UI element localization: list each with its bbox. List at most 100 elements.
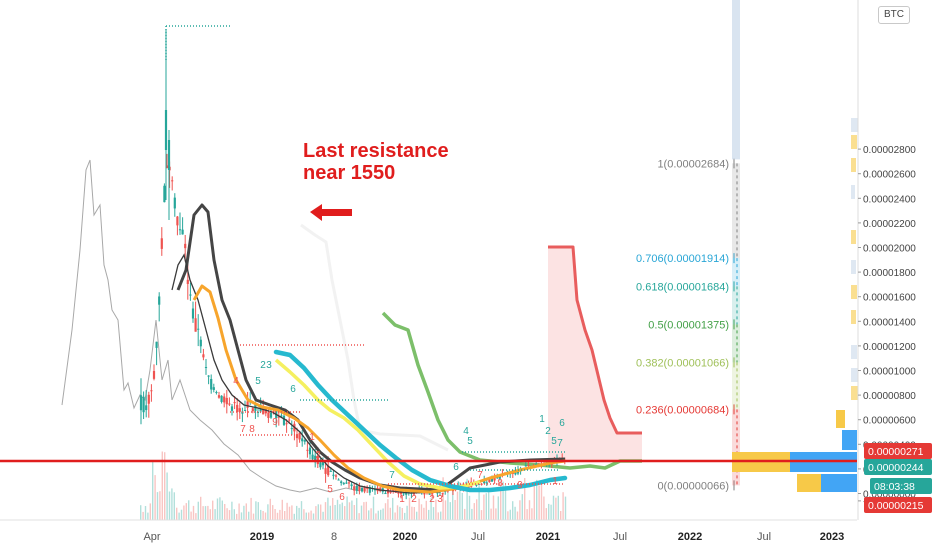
candle-body xyxy=(167,140,171,170)
candle-body xyxy=(308,447,312,455)
volume-bar xyxy=(344,506,346,520)
price-axis-label: 0.00002200 xyxy=(863,219,916,230)
candle-body xyxy=(368,487,371,493)
fib-level-label: 0(0.00000066) xyxy=(657,480,729,492)
price-axis-label: 0.00001600 xyxy=(863,293,916,304)
candle-body xyxy=(173,197,176,209)
volume-bar xyxy=(528,500,531,520)
volume-bar xyxy=(262,511,264,520)
volume-bar xyxy=(368,510,370,520)
volume-bar xyxy=(185,503,187,520)
volume-bar xyxy=(360,505,363,520)
candle-body xyxy=(350,484,353,487)
volume-bar xyxy=(526,509,528,520)
candle-body xyxy=(217,395,221,398)
volume-bar xyxy=(161,451,163,520)
candle-body xyxy=(230,406,234,411)
volume-bar xyxy=(245,503,247,520)
volume-bar xyxy=(238,503,240,520)
fib-zone-band xyxy=(732,286,740,325)
volume-bar xyxy=(488,490,490,520)
candle-body xyxy=(181,229,184,235)
candle-body xyxy=(215,391,218,393)
volume-bar xyxy=(557,495,559,520)
volume-bar xyxy=(502,481,504,520)
price-axis-label: 0.00002400 xyxy=(863,194,916,205)
candle-body xyxy=(423,493,426,495)
volume-bar xyxy=(324,502,327,520)
candle-body xyxy=(428,492,431,495)
sequence-number: 7 xyxy=(477,470,483,481)
candle-body xyxy=(288,419,291,421)
volume-bar xyxy=(308,512,310,520)
volume-bar xyxy=(430,498,432,520)
fib-level-label: 0.5(0.00001375) xyxy=(648,319,729,331)
candle-body xyxy=(303,440,306,442)
candle-body xyxy=(290,428,293,430)
volume-bar xyxy=(334,505,336,520)
volume-bar xyxy=(279,509,281,520)
candle-body xyxy=(160,238,163,249)
volume-bar xyxy=(240,512,243,520)
grey-series-line xyxy=(61,159,361,493)
fibonacci-levels: 1(0.00002684) 0.706(0.00001914) 0.618(0.00… xyxy=(636,158,740,492)
sequence-number: 7 xyxy=(240,424,246,435)
volume-bar xyxy=(540,483,543,520)
sequence-number: 5 xyxy=(327,484,333,495)
candle-body xyxy=(176,216,179,226)
candle-body xyxy=(535,463,538,465)
price-axis-label: 0.00000000 xyxy=(863,490,916,501)
sequence-number: 2 xyxy=(260,360,266,371)
projection-curve-line xyxy=(548,245,642,435)
volume-bar xyxy=(459,482,461,520)
price-tag-label: 0.00000271 xyxy=(868,446,924,458)
volume-bar xyxy=(320,504,322,520)
candle-body xyxy=(194,318,197,332)
volume-bar xyxy=(555,497,557,520)
volume-bar xyxy=(142,511,144,520)
sequence-number: 2 xyxy=(429,494,435,505)
volume-bar xyxy=(207,505,209,520)
sequence-number: 1 xyxy=(309,432,315,443)
fib-level-label: 0.618(0.00001684) xyxy=(636,281,729,293)
volume-bar xyxy=(478,482,480,520)
sequence-number: 6 xyxy=(339,492,345,503)
volume-bar xyxy=(375,513,377,520)
candle-body xyxy=(223,396,226,403)
volume-profile-bar xyxy=(851,118,859,132)
volume-bar xyxy=(149,503,151,520)
candle-body xyxy=(485,482,488,484)
candle-body xyxy=(527,464,530,466)
currency-toggle-button[interactable]: BTC xyxy=(878,6,910,24)
projection-shaded-area xyxy=(548,247,642,462)
volume-profile-bar xyxy=(836,410,845,428)
sequence-number: 7 xyxy=(557,438,563,449)
fib-level-label: 1(0.00002684) xyxy=(657,158,729,170)
volume-bar xyxy=(432,507,435,520)
sequence-number: 3 xyxy=(266,360,272,371)
volume-bar xyxy=(291,505,293,520)
volume-bar xyxy=(317,504,319,520)
volume-bar xyxy=(293,513,295,520)
volume-bar xyxy=(444,500,447,520)
volume-profile-bar xyxy=(842,430,857,450)
candle-body xyxy=(267,412,270,419)
volume-profile-bar xyxy=(851,185,855,199)
volume-bar xyxy=(550,504,552,520)
volume-bar xyxy=(300,501,303,520)
candle-body xyxy=(259,404,262,412)
candle-body xyxy=(366,487,369,489)
volume-bar xyxy=(437,512,439,520)
volume-bar xyxy=(296,505,298,520)
volume-bar xyxy=(178,512,180,520)
fib-top-band xyxy=(732,0,740,160)
candle-body xyxy=(233,402,236,404)
candle-body xyxy=(269,412,273,418)
volume-bar xyxy=(404,512,406,520)
fib-level-label: 0.236(0.00000684) xyxy=(636,404,729,416)
volume-bar xyxy=(197,501,199,520)
candle-body xyxy=(152,371,156,379)
